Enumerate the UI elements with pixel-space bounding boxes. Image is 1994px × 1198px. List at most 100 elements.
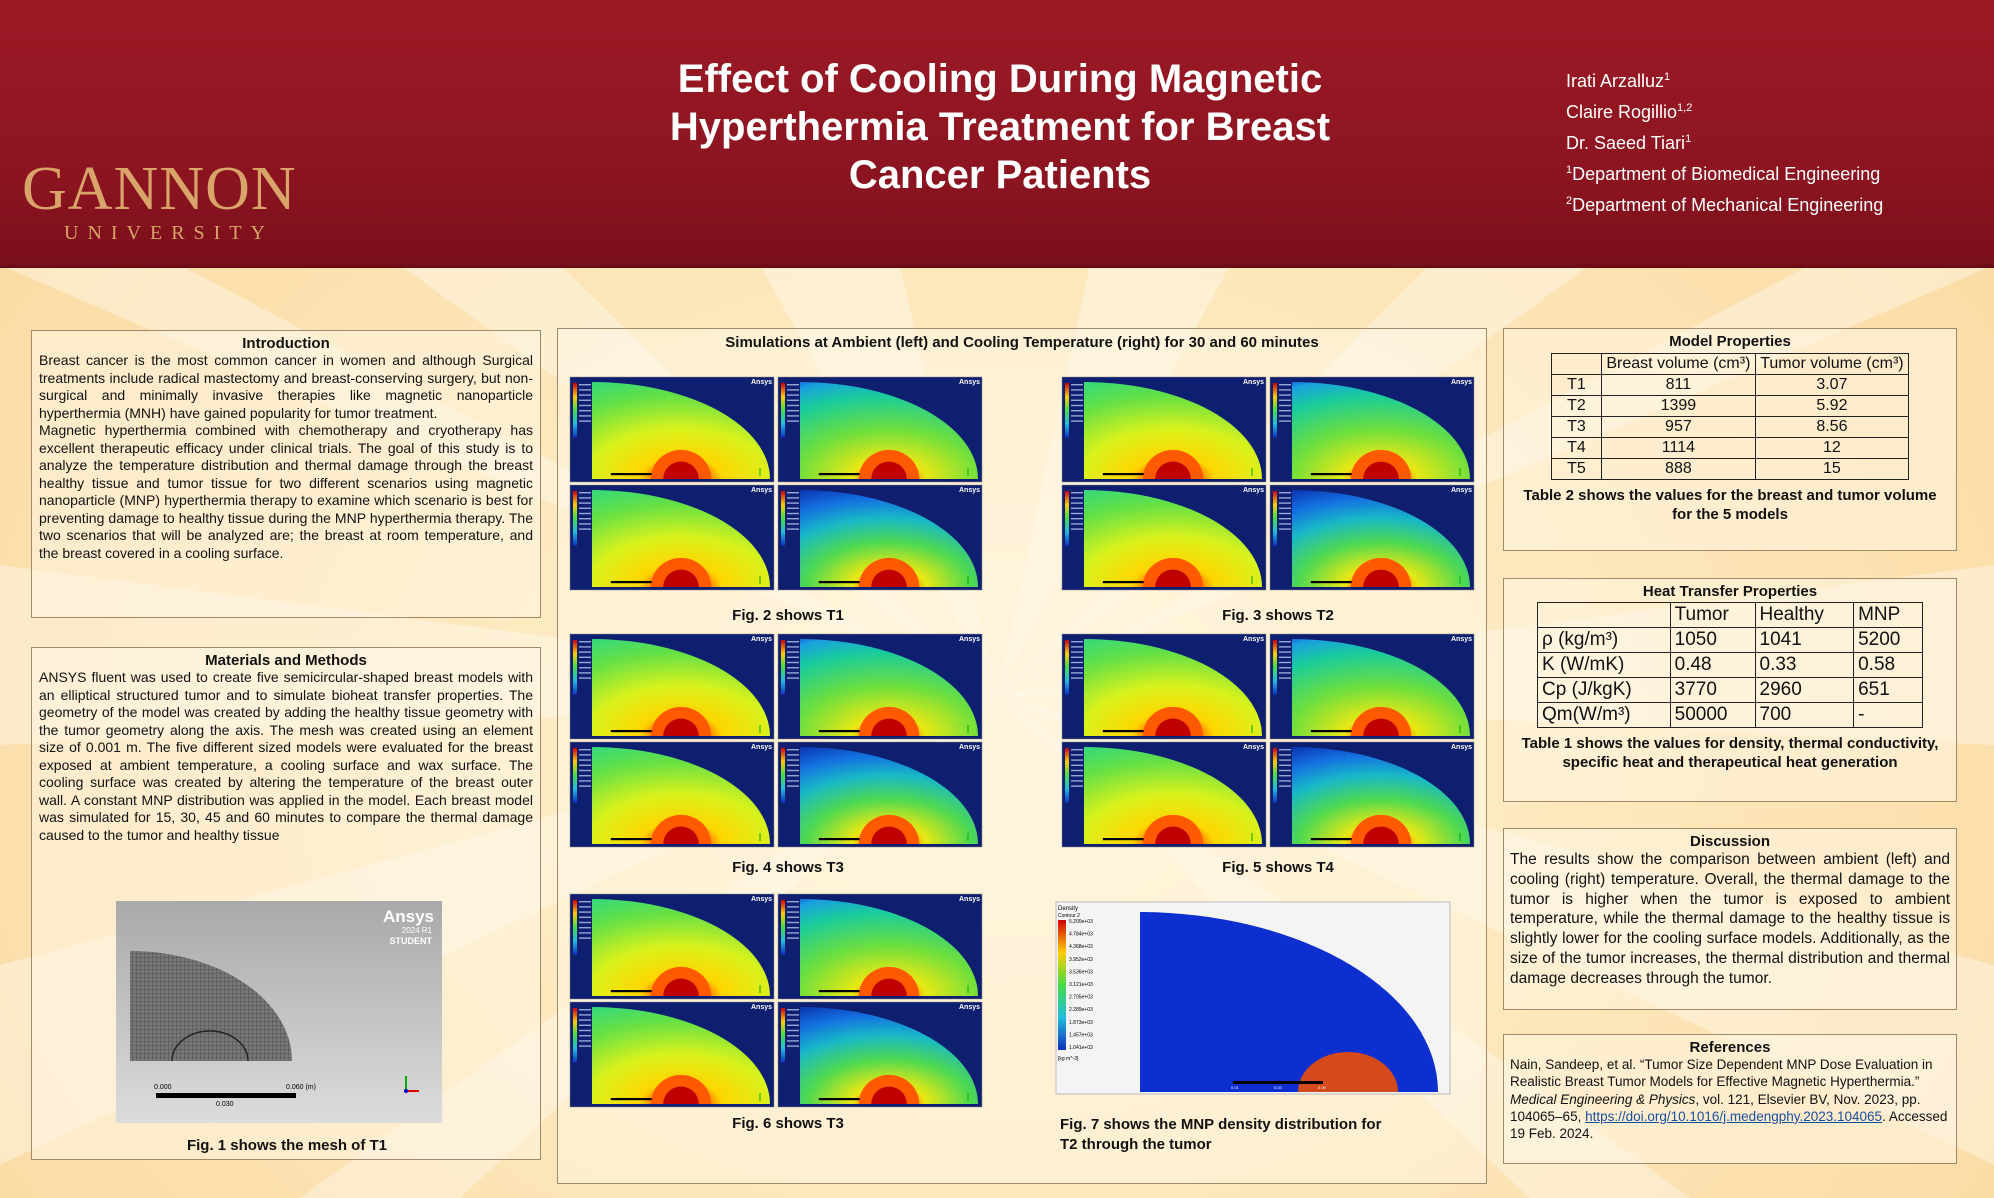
temperature-field: [1292, 639, 1470, 736]
colorbar: [573, 383, 577, 438]
colorbar-tick: [579, 1024, 591, 1026]
logo-sub-text: UNIVERSITY: [64, 222, 274, 244]
discussion-paragraph: The results show the comparison between …: [1510, 851, 1950, 987]
heat-transfer-panel: Heat Transfer Properties Tumor Healthy M…: [1503, 578, 1957, 802]
table-header-cell: MNP: [1853, 602, 1923, 628]
scale-bar: [1310, 473, 1352, 476]
affiliation-1: 1Department of Biomedical Engineering: [1566, 164, 1881, 184]
table-cell: 0.33: [1754, 652, 1855, 678]
colorbar-tick: [787, 518, 799, 520]
colorbar-tick: [579, 1019, 591, 1021]
colorbar-tick: [787, 785, 799, 787]
density-tick-label: 5.200e+03: [1069, 919, 1093, 925]
fig7-caption: Fig. 7 shows the MNP density distributio…: [1060, 1115, 1460, 1155]
density-label: Density: [1058, 906, 1078, 912]
colorbar-tick: [787, 759, 799, 761]
tumor-core: [1363, 569, 1399, 587]
colorbar-tick: [1279, 497, 1291, 499]
colorbar-tick: [787, 404, 799, 407]
contour-panel-10: Ansys: [569, 741, 775, 848]
colorbar: [781, 491, 785, 546]
colorbar-tick: [1279, 404, 1291, 407]
contour-panel-5: Ansys: [1269, 376, 1475, 483]
table-cell: 3770: [1669, 677, 1756, 703]
colorbar-tick: [1279, 492, 1291, 494]
temperature-field: [1084, 639, 1262, 736]
tumor-core: [871, 1086, 907, 1104]
colorbar: [1273, 640, 1277, 695]
colorbar-tick: [1071, 384, 1083, 386]
panel-brand: Ansys: [959, 744, 980, 751]
colorbar: [781, 1008, 785, 1063]
introduction-paragraph-2: Magnetic hyperthermia combined with chem…: [39, 422, 533, 561]
table-row: T2 1399 5.92: [1551, 395, 1910, 417]
colorbar-tick: [579, 932, 591, 934]
colorbar-tick: [787, 1014, 799, 1016]
colorbar-tick: [579, 921, 591, 924]
colorbar: [781, 900, 785, 955]
table-header-cell: Healthy: [1754, 602, 1855, 628]
contour-panel-17: Ansys: [777, 893, 983, 1000]
temperature-field: [592, 639, 770, 736]
table-cell: T1: [1551, 374, 1602, 396]
colorbar-tick: [1071, 769, 1083, 772]
colorbar-tick: [1071, 646, 1083, 648]
colorbar-tick: [787, 507, 799, 509]
temperature-field: [1292, 747, 1470, 844]
table-cell: 3.07: [1754, 374, 1910, 396]
colorbar-tick: [787, 906, 799, 908]
density-tick-labels: 5.200e+03 4.784e+03 4.368e+03 3.952e+03 3.53…: [1069, 919, 1093, 1051]
colorbar-tick: [787, 528, 799, 530]
tumor-core: [1363, 461, 1399, 479]
colorbar-tick: [1071, 502, 1083, 504]
colorbar-tick: [579, 384, 591, 386]
fig2-caption: Fig. 2 shows T1: [732, 607, 844, 624]
colorbar-tick: [579, 497, 591, 499]
colorbar-tick: [787, 394, 799, 396]
fig4-caption: Fig. 4 shows T3: [732, 859, 844, 876]
scale-bar: [818, 838, 860, 841]
mesh-grid: [130, 951, 292, 1061]
reference-journal: Medical Engineering & Physics: [1510, 1091, 1696, 1107]
colorbar-tick: [787, 1024, 799, 1026]
tumor-core: [663, 461, 699, 479]
colorbar-tick: [579, 916, 591, 918]
colorbar-tick: [1279, 749, 1291, 751]
colorbar-tick: [1279, 651, 1291, 653]
scale-bar: [610, 838, 652, 841]
table-cell: 15: [1754, 458, 1910, 480]
colorbar-tick: [787, 651, 799, 653]
colorbar-tick: [1279, 512, 1291, 515]
discussion-panel: Discussion The results show the comparis…: [1503, 828, 1957, 1010]
colorbar-tick: [787, 410, 799, 412]
introduction-panel: Introduction Breast cancer is the most c…: [31, 330, 541, 618]
colorbar-tick: [1071, 399, 1083, 401]
colorbar-tick: [1071, 749, 1083, 751]
reference-doi-link[interactable]: https://doi.org/10.1016/j.medengphy.2023…: [1585, 1108, 1883, 1124]
panel-brand: Ansys: [1243, 379, 1264, 386]
reference-entry: Nain, Sandeep, et al. “Tumor Size Depend…: [1510, 1057, 1948, 1142]
colorbar-tick: [1279, 420, 1291, 422]
colorbar-tick: [579, 394, 591, 396]
density-background-corner: [1140, 912, 1438, 1092]
temperature-field: [1084, 382, 1262, 479]
colorbar-tick: [787, 497, 799, 499]
scale-bar: [1102, 581, 1144, 584]
colorbar: [781, 748, 785, 803]
colorbar-tick: [1279, 394, 1291, 396]
colorbar-tick: [787, 911, 799, 913]
scale-bar: [1102, 838, 1144, 841]
heat-transfer-caption: Table 1 shows the values for density, th…: [1521, 735, 1939, 771]
colorbar-tick: [1071, 656, 1083, 658]
colorbar-tick: [579, 1035, 591, 1037]
colorbar-tick: [579, 911, 591, 913]
density-scale-bar: [1233, 1081, 1323, 1084]
colorbar-tick: [787, 754, 799, 756]
temperature-field: [800, 1007, 978, 1104]
colorbar-tick: [787, 749, 799, 751]
scale-bar: [1310, 730, 1352, 733]
tumor-core: [871, 461, 907, 479]
table-cell: T5: [1551, 458, 1602, 480]
colorbar: [781, 383, 785, 438]
tumor-core: [663, 978, 699, 996]
